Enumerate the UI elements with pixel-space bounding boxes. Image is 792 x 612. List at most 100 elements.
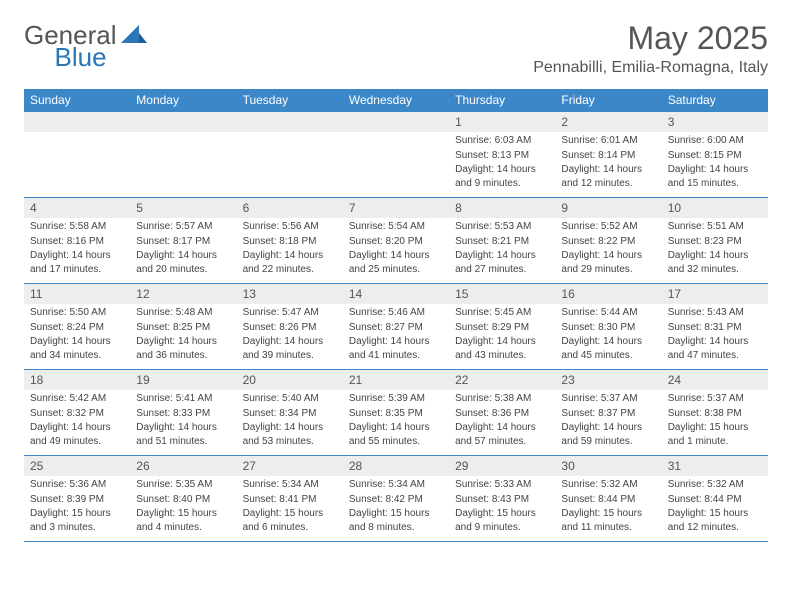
daylight-line: Daylight: 14 hours and 27 minutes.: [455, 249, 549, 276]
daylight-line: Daylight: 14 hours and 34 minutes.: [30, 335, 124, 362]
day-number: 18: [24, 370, 130, 390]
day-number: 2: [555, 112, 661, 132]
calendar-day-cell: 3Sunrise: 6:00 AMSunset: 8:15 PMDaylight…: [662, 112, 768, 198]
day-number: 7: [343, 198, 449, 218]
sunrise-line: Sunrise: 5:34 AM: [243, 478, 337, 492]
day-number: 3: [662, 112, 768, 132]
sunrise-line: Sunrise: 6:03 AM: [455, 134, 549, 148]
day-number: 31: [662, 456, 768, 476]
day-number: 1: [449, 112, 555, 132]
calendar-day-cell: 30Sunrise: 5:32 AMSunset: 8:44 PMDayligh…: [555, 456, 661, 542]
calendar-day-cell: 31Sunrise: 5:32 AMSunset: 8:44 PMDayligh…: [662, 456, 768, 542]
sunrise-line: Sunrise: 5:51 AM: [668, 220, 762, 234]
calendar-day-cell: 4Sunrise: 5:58 AMSunset: 8:16 PMDaylight…: [24, 198, 130, 284]
day-number: 22: [449, 370, 555, 390]
sunset-line: Sunset: 8:44 PM: [561, 493, 655, 507]
sunset-line: Sunset: 8:41 PM: [243, 493, 337, 507]
sunset-line: Sunset: 8:14 PM: [561, 149, 655, 163]
day-number: 26: [130, 456, 236, 476]
daylight-line: Daylight: 14 hours and 49 minutes.: [30, 421, 124, 448]
daylight-line: Daylight: 14 hours and 43 minutes.: [455, 335, 549, 362]
day-info: Sunrise: 5:53 AMSunset: 8:21 PMDaylight:…: [449, 218, 555, 281]
sunrise-line: Sunrise: 5:58 AM: [30, 220, 124, 234]
sunrise-line: Sunrise: 5:48 AM: [136, 306, 230, 320]
calendar-day-cell: [24, 112, 130, 198]
daylight-line: Daylight: 14 hours and 36 minutes.: [136, 335, 230, 362]
sunset-line: Sunset: 8:33 PM: [136, 407, 230, 421]
day-info: Sunrise: 5:43 AMSunset: 8:31 PMDaylight:…: [662, 304, 768, 367]
calendar-day-cell: [343, 112, 449, 198]
weekday-header: Sunday: [24, 89, 130, 112]
day-info: Sunrise: 6:03 AMSunset: 8:13 PMDaylight:…: [449, 132, 555, 195]
calendar-week-row: 11Sunrise: 5:50 AMSunset: 8:24 PMDayligh…: [24, 284, 768, 370]
daylight-line: Daylight: 15 hours and 11 minutes.: [561, 507, 655, 534]
sunrise-line: Sunrise: 5:43 AM: [668, 306, 762, 320]
calendar-day-cell: 17Sunrise: 5:43 AMSunset: 8:31 PMDayligh…: [662, 284, 768, 370]
calendar-day-cell: 12Sunrise: 5:48 AMSunset: 8:25 PMDayligh…: [130, 284, 236, 370]
sunset-line: Sunset: 8:22 PM: [561, 235, 655, 249]
logo-text-blue: Blue: [55, 42, 107, 73]
sunset-line: Sunset: 8:27 PM: [349, 321, 443, 335]
day-info: Sunrise: 5:34 AMSunset: 8:42 PMDaylight:…: [343, 476, 449, 539]
calendar-day-cell: 1Sunrise: 6:03 AMSunset: 8:13 PMDaylight…: [449, 112, 555, 198]
calendar-day-cell: 28Sunrise: 5:34 AMSunset: 8:42 PMDayligh…: [343, 456, 449, 542]
day-number: 4: [24, 198, 130, 218]
day-info: Sunrise: 5:39 AMSunset: 8:35 PMDaylight:…: [343, 390, 449, 453]
sunset-line: Sunset: 8:20 PM: [349, 235, 443, 249]
day-info: Sunrise: 5:33 AMSunset: 8:43 PMDaylight:…: [449, 476, 555, 539]
day-info: Sunrise: 5:37 AMSunset: 8:38 PMDaylight:…: [662, 390, 768, 453]
daylight-line: Daylight: 15 hours and 6 minutes.: [243, 507, 337, 534]
sunset-line: Sunset: 8:39 PM: [30, 493, 124, 507]
calendar-day-cell: 18Sunrise: 5:42 AMSunset: 8:32 PMDayligh…: [24, 370, 130, 456]
sunset-line: Sunset: 8:42 PM: [349, 493, 443, 507]
weekday-header-row: Sunday Monday Tuesday Wednesday Thursday…: [24, 89, 768, 112]
header: General Blue May 2025 Pennabilli, Emilia…: [24, 20, 768, 77]
logo: General Blue: [24, 20, 203, 51]
day-number: 29: [449, 456, 555, 476]
calendar-day-cell: 2Sunrise: 6:01 AMSunset: 8:14 PMDaylight…: [555, 112, 661, 198]
day-info: Sunrise: 5:47 AMSunset: 8:26 PMDaylight:…: [237, 304, 343, 367]
sunrise-line: Sunrise: 5:36 AM: [30, 478, 124, 492]
calendar-day-cell: 10Sunrise: 5:51 AMSunset: 8:23 PMDayligh…: [662, 198, 768, 284]
calendar-day-cell: 11Sunrise: 5:50 AMSunset: 8:24 PMDayligh…: [24, 284, 130, 370]
daylight-line: Daylight: 14 hours and 12 minutes.: [561, 163, 655, 190]
day-number: 19: [130, 370, 236, 390]
sunrise-line: Sunrise: 5:52 AM: [561, 220, 655, 234]
calendar-day-cell: 26Sunrise: 5:35 AMSunset: 8:40 PMDayligh…: [130, 456, 236, 542]
sunrise-line: Sunrise: 5:54 AM: [349, 220, 443, 234]
day-info: Sunrise: 5:57 AMSunset: 8:17 PMDaylight:…: [130, 218, 236, 281]
sunset-line: Sunset: 8:35 PM: [349, 407, 443, 421]
calendar-day-cell: 8Sunrise: 5:53 AMSunset: 8:21 PMDaylight…: [449, 198, 555, 284]
sunrise-line: Sunrise: 5:53 AM: [455, 220, 549, 234]
day-info: Sunrise: 5:54 AMSunset: 8:20 PMDaylight:…: [343, 218, 449, 281]
sunset-line: Sunset: 8:32 PM: [30, 407, 124, 421]
day-info: Sunrise: 5:42 AMSunset: 8:32 PMDaylight:…: [24, 390, 130, 453]
day-number: 15: [449, 284, 555, 304]
daylight-line: Daylight: 14 hours and 25 minutes.: [349, 249, 443, 276]
sunrise-line: Sunrise: 6:00 AM: [668, 134, 762, 148]
calendar-day-cell: 24Sunrise: 5:37 AMSunset: 8:38 PMDayligh…: [662, 370, 768, 456]
calendar-day-cell: [237, 112, 343, 198]
sunrise-line: Sunrise: 5:34 AM: [349, 478, 443, 492]
day-number: 30: [555, 456, 661, 476]
sunrise-line: Sunrise: 5:50 AM: [30, 306, 124, 320]
day-number: 20: [237, 370, 343, 390]
sunset-line: Sunset: 8:38 PM: [668, 407, 762, 421]
daylight-line: Daylight: 14 hours and 59 minutes.: [561, 421, 655, 448]
sunset-line: Sunset: 8:21 PM: [455, 235, 549, 249]
day-number: 14: [343, 284, 449, 304]
sunset-line: Sunset: 8:30 PM: [561, 321, 655, 335]
day-info: Sunrise: 5:40 AMSunset: 8:34 PMDaylight:…: [237, 390, 343, 453]
day-info: Sunrise: 5:56 AMSunset: 8:18 PMDaylight:…: [237, 218, 343, 281]
sunrise-line: Sunrise: 5:47 AM: [243, 306, 337, 320]
calendar-day-cell: 16Sunrise: 5:44 AMSunset: 8:30 PMDayligh…: [555, 284, 661, 370]
day-info: Sunrise: 5:46 AMSunset: 8:27 PMDaylight:…: [343, 304, 449, 367]
sunrise-line: Sunrise: 5:38 AM: [455, 392, 549, 406]
location: Pennabilli, Emilia-Romagna, Italy: [533, 59, 768, 77]
daylight-line: Daylight: 14 hours and 20 minutes.: [136, 249, 230, 276]
day-number-empty: [130, 112, 236, 132]
day-info: Sunrise: 5:50 AMSunset: 8:24 PMDaylight:…: [24, 304, 130, 367]
day-info: Sunrise: 5:32 AMSunset: 8:44 PMDaylight:…: [662, 476, 768, 539]
daylight-line: Daylight: 14 hours and 17 minutes.: [30, 249, 124, 276]
sunset-line: Sunset: 8:17 PM: [136, 235, 230, 249]
